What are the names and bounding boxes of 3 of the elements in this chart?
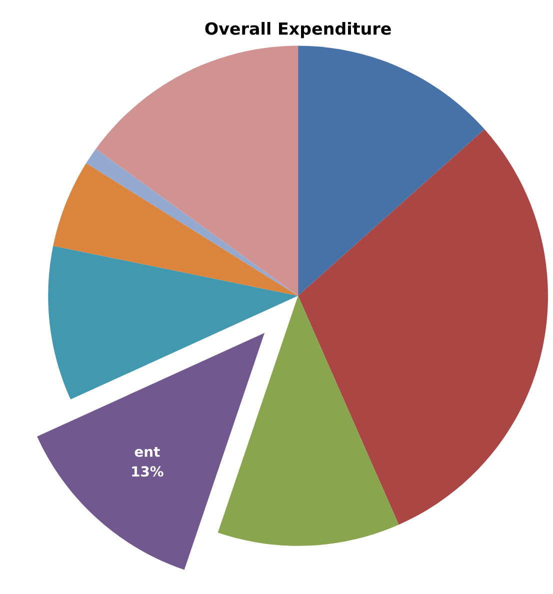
slice-label: ent [134,446,160,457]
data-label: 13% [132,466,164,477]
chart-title: Overall Expenditure [205,22,391,38]
